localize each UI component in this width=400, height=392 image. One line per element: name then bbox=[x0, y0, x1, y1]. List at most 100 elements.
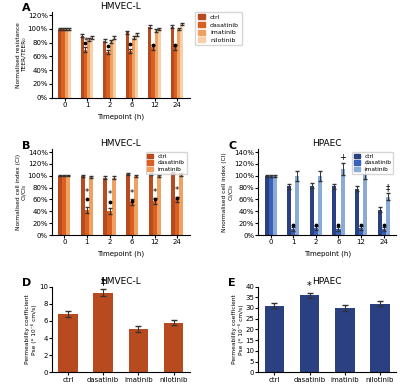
Bar bbox=[94, 292, 113, 372]
Y-axis label: Permeability coefficient
Pse (* 10⁻⁶ cm/s): Permeability coefficient Pse (* 10⁻⁶ cm/… bbox=[232, 295, 244, 364]
Bar bbox=[148, 27, 151, 98]
Text: C: C bbox=[228, 141, 236, 151]
Bar bbox=[108, 211, 112, 235]
Text: +: + bbox=[362, 159, 368, 168]
Text: ‡: ‡ bbox=[101, 276, 106, 287]
Legend: ctrl, dasatinib, imatinib: ctrl, dasatinib, imatinib bbox=[146, 152, 187, 174]
Bar bbox=[62, 176, 66, 235]
Bar bbox=[177, 29, 180, 98]
Bar bbox=[110, 41, 113, 98]
Bar bbox=[174, 47, 177, 98]
Bar bbox=[382, 229, 386, 235]
Text: B: B bbox=[22, 141, 30, 151]
Text: ‡: ‡ bbox=[386, 183, 390, 192]
Bar bbox=[126, 33, 129, 98]
Bar bbox=[291, 229, 295, 235]
Bar bbox=[129, 329, 148, 372]
Bar bbox=[148, 174, 153, 235]
Bar bbox=[66, 176, 70, 235]
Bar bbox=[154, 30, 158, 98]
Text: *: * bbox=[175, 186, 179, 195]
Bar bbox=[112, 178, 116, 235]
Text: E: E bbox=[228, 278, 236, 288]
Text: +: + bbox=[339, 152, 346, 162]
Bar bbox=[314, 228, 318, 235]
Bar bbox=[68, 29, 71, 98]
Bar bbox=[318, 176, 322, 235]
Bar bbox=[273, 176, 277, 235]
Bar bbox=[378, 210, 382, 235]
Bar bbox=[386, 196, 390, 235]
Bar bbox=[171, 173, 175, 235]
Y-axis label: Normalised cell index (CI)
CI/CI₀: Normalised cell index (CI) CI/CI₀ bbox=[16, 154, 26, 230]
Bar bbox=[81, 176, 85, 235]
Y-axis label: Nnormalised cell index (CI)
CI/CI₀: Nnormalised cell index (CI) CI/CI₀ bbox=[222, 152, 233, 232]
Bar bbox=[113, 38, 116, 98]
Title: HPAEC: HPAEC bbox=[312, 277, 342, 286]
Bar bbox=[335, 308, 354, 372]
Title: HMVEC-L: HMVEC-L bbox=[100, 277, 141, 286]
Bar bbox=[87, 39, 90, 98]
Legend: ctrl, dasatinib, imatinib, nilotinib: ctrl, dasatinib, imatinib, nilotinib bbox=[195, 12, 242, 45]
X-axis label: Timepoint (h): Timepoint (h) bbox=[97, 251, 144, 257]
Text: *: * bbox=[107, 191, 112, 200]
Bar bbox=[179, 174, 183, 235]
Bar bbox=[58, 29, 62, 98]
Bar bbox=[269, 176, 273, 235]
Bar bbox=[85, 210, 89, 235]
Bar bbox=[287, 187, 291, 235]
Bar bbox=[90, 37, 93, 98]
Title: HPAEC: HPAEC bbox=[312, 140, 342, 148]
Bar bbox=[126, 174, 130, 235]
Legend: ctrl, dasatinib, imatinib: ctrl, dasatinib, imatinib bbox=[352, 152, 393, 174]
Text: *: * bbox=[83, 37, 88, 46]
Bar bbox=[310, 186, 314, 235]
Text: *: * bbox=[152, 187, 157, 196]
Bar bbox=[171, 27, 174, 98]
Bar bbox=[359, 228, 363, 235]
Bar bbox=[84, 49, 87, 98]
Y-axis label: Permeability coefficient
Pse (* 10⁻⁶ cm/s): Permeability coefficient Pse (* 10⁻⁶ cm/… bbox=[26, 295, 38, 364]
Bar bbox=[62, 29, 64, 98]
Bar bbox=[340, 169, 344, 235]
Bar bbox=[363, 174, 367, 235]
Bar bbox=[134, 176, 138, 235]
Bar bbox=[58, 176, 62, 235]
Text: *: * bbox=[85, 187, 89, 196]
Bar bbox=[175, 200, 179, 235]
Text: D: D bbox=[22, 278, 31, 288]
Bar bbox=[135, 34, 138, 98]
Bar bbox=[164, 323, 183, 372]
Bar bbox=[295, 176, 300, 235]
Title: HMVEC-L: HMVEC-L bbox=[100, 140, 141, 148]
Y-axis label: Normalised resistance
TEER/TEER₀: Normalised resistance TEER/TEER₀ bbox=[16, 22, 26, 88]
Title: HMVEC-L: HMVEC-L bbox=[100, 2, 141, 11]
Bar bbox=[64, 29, 68, 98]
Bar bbox=[300, 295, 319, 372]
Bar bbox=[265, 306, 284, 372]
Bar bbox=[153, 201, 157, 235]
Bar bbox=[355, 189, 359, 235]
Bar bbox=[103, 41, 106, 98]
Bar bbox=[332, 187, 336, 235]
Bar bbox=[336, 229, 340, 235]
Bar bbox=[130, 202, 134, 235]
X-axis label: Timepoint (h): Timepoint (h) bbox=[97, 113, 144, 120]
Text: *: * bbox=[130, 189, 134, 198]
Bar bbox=[104, 178, 108, 235]
Bar bbox=[89, 177, 93, 235]
Bar bbox=[265, 176, 269, 235]
Bar bbox=[106, 52, 110, 98]
Bar bbox=[81, 36, 84, 98]
Text: *: * bbox=[307, 281, 312, 292]
Bar bbox=[158, 29, 161, 98]
Bar bbox=[132, 38, 135, 98]
Bar bbox=[370, 304, 390, 372]
Bar bbox=[180, 24, 183, 98]
X-axis label: Timepoint (h): Timepoint (h) bbox=[304, 251, 351, 257]
Bar bbox=[58, 314, 78, 372]
Bar bbox=[151, 47, 154, 98]
Bar bbox=[129, 51, 132, 98]
Text: A: A bbox=[22, 3, 30, 13]
Bar bbox=[157, 176, 161, 235]
